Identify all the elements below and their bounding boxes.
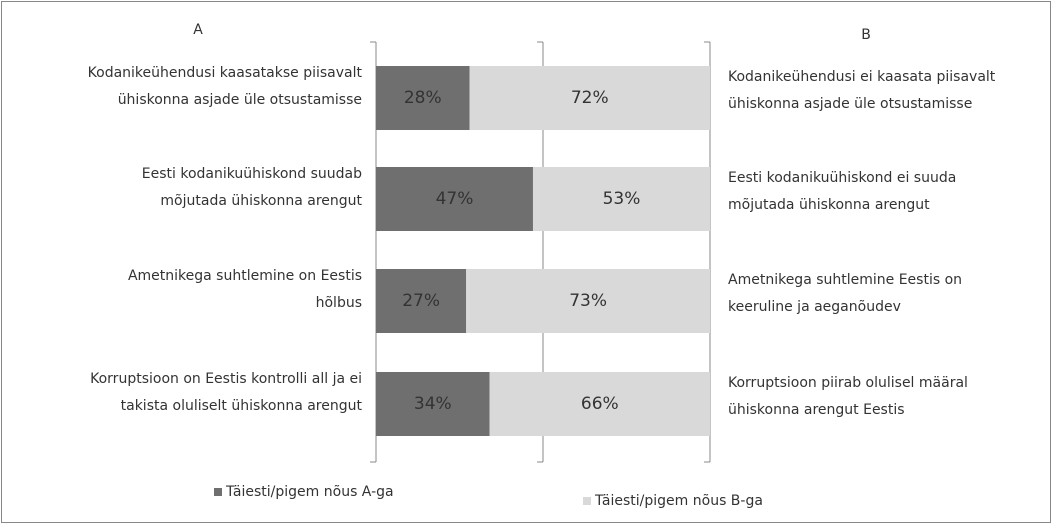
category-label-a: Ametnikega suhtlemine on Eestis — [128, 268, 362, 284]
bar-segment — [376, 372, 490, 436]
category-label-a: Kodanikeühendusi kaasatakse piisavalt — [88, 65, 363, 81]
bar-segment — [376, 269, 467, 333]
category-label-b: mõjutada ühiskonna arengut — [728, 197, 930, 213]
value-label: 28% — [404, 88, 442, 108]
category-label-a: Korruptsioon on Eestis kontrolli all ja … — [90, 371, 362, 387]
value-label: 53% — [603, 189, 641, 209]
header-a: A — [193, 22, 203, 38]
legend-label: Täiesti/pigem nõus B-ga — [594, 493, 763, 509]
category-label-a: mõjutada ühiskonna arengut — [160, 193, 362, 209]
category-label-a: Eesti kodanikuühiskond suudab — [142, 166, 362, 182]
value-label: 73% — [569, 291, 607, 311]
bar-segment — [376, 167, 533, 231]
category-label-b: ühiskonna asjade üle otsustamisse — [728, 96, 972, 112]
category-label-b: Eesti kodanikuühiskond ei suuda — [728, 170, 956, 186]
header-b: B — [861, 27, 871, 43]
bar-segment — [532, 167, 710, 231]
bar-segment — [376, 66, 470, 130]
category-label-b: ühiskonna arengut Eestis — [728, 402, 905, 418]
category-label-b: keeruline ja aeganõudev — [728, 299, 901, 315]
category-label-a: takista oluliselt ühiskonna arengut — [121, 398, 363, 414]
category-label-a: ühiskonna asjade üle otsustamisse — [118, 92, 362, 108]
bar-segment — [489, 372, 710, 436]
category-label-a: hõlbus — [316, 295, 362, 311]
category-label-b: Korruptsioon piirab olulisel määral — [728, 375, 968, 391]
bar-segment — [469, 66, 710, 130]
legend-swatch — [583, 497, 591, 505]
value-label: 72% — [571, 88, 609, 108]
bar-segment — [466, 269, 710, 333]
value-label: 34% — [414, 394, 452, 414]
category-label-b: Kodanikeühendusi ei kaasata piisavalt — [728, 69, 996, 85]
value-label: 66% — [581, 394, 619, 414]
value-label: 47% — [436, 189, 474, 209]
legend-label: Täiesti/pigem nõus A-ga — [225, 484, 394, 500]
category-label-b: Ametnikega suhtlemine Eestis on — [728, 272, 962, 288]
value-label: 27% — [402, 291, 440, 311]
legend-swatch — [214, 488, 222, 496]
